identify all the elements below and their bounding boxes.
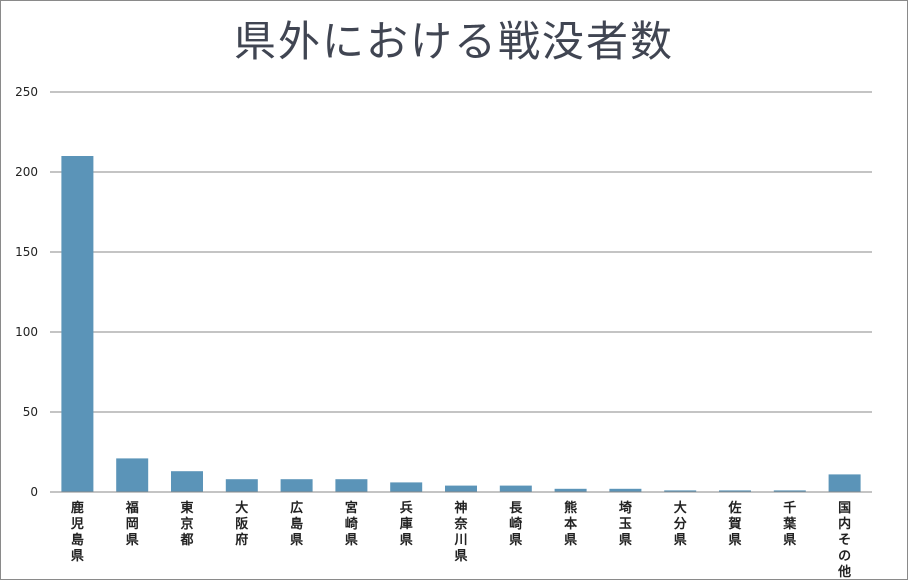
x-tick-label: 宮崎県 <box>345 500 358 548</box>
bar <box>116 458 149 492</box>
x-axis-labels: 鹿児島県 福岡県 東京都 大阪府 広島県 宮崎県 兵庫県 神奈川県 長崎県 熊本県 埼玉県 大分県 佐賀… <box>70 500 851 580</box>
y-axis-ticks: 0 50 100 150 200 250 <box>15 85 38 499</box>
gridlines <box>50 91 872 413</box>
x-tick-label: 千葉県 <box>782 500 797 548</box>
bar <box>61 156 94 492</box>
bar <box>664 490 697 492</box>
bar <box>445 485 477 492</box>
y-tick-label: 250 <box>15 85 38 99</box>
x-tick-label: 佐賀県 <box>727 500 741 548</box>
bar <box>280 479 313 492</box>
bar <box>719 490 751 492</box>
bar <box>171 471 203 492</box>
bar <box>609 488 642 492</box>
y-tick-label: 100 <box>15 325 38 339</box>
x-tick-label: 埼玉県 <box>619 500 632 548</box>
y-tick-label: 0 <box>30 485 38 499</box>
x-tick-label: 福岡県 <box>125 500 139 548</box>
bar <box>335 479 368 492</box>
bars <box>61 156 861 492</box>
x-tick-label: 熊本県 <box>564 500 577 548</box>
bar <box>225 479 258 492</box>
bar <box>773 490 806 492</box>
x-tick-label: 兵庫県 <box>400 500 413 548</box>
x-tick-label: 大阪府 <box>235 500 249 548</box>
bar <box>828 474 861 492</box>
bar <box>390 482 423 492</box>
bar <box>499 485 532 492</box>
x-tick-label: 神奈川県 <box>453 500 468 564</box>
x-tick-label: 長崎県 <box>509 501 523 548</box>
chart-title: 県外における戦没者数 <box>233 17 674 66</box>
bar <box>554 488 587 492</box>
y-tick-label: 200 <box>15 165 38 179</box>
y-tick-label: 50 <box>23 405 38 419</box>
x-tick-label: 広島県 <box>290 500 303 548</box>
x-tick-label: 国内その他 <box>837 501 851 580</box>
y-tick-label: 150 <box>15 245 38 259</box>
x-tick-label: 東京都 <box>179 500 193 548</box>
x-tick-label: 鹿児島県 <box>70 500 84 564</box>
x-tick-label: 大分県 <box>674 500 687 548</box>
